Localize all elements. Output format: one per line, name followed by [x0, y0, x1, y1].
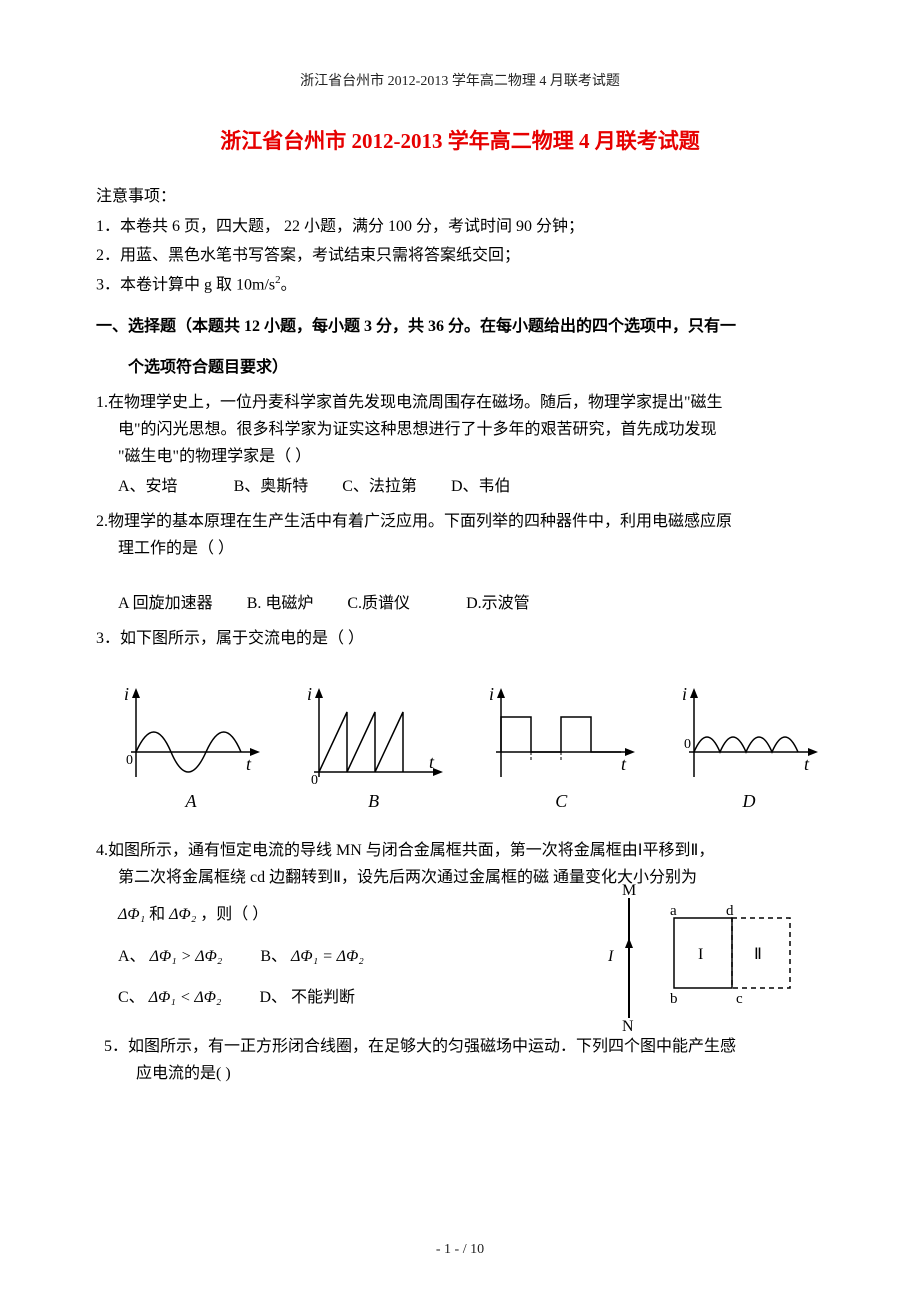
q4: 4.如图所示，通有恒定电流的导线 MN 与闭合金属框共面，第一次将金属框由Ⅰ平移… — [96, 837, 824, 1011]
notice-3: 3．本卷计算中 g 取 10m/s2。 — [96, 271, 824, 299]
q4-opt-c: ΔΦ₁ < ΔΦ₂ — [149, 989, 222, 1006]
body: 注意事项： 1．本卷共 6 页，四大题， 22 小题，满分 100 分，考试时间… — [96, 183, 824, 1087]
q1-opt-c: C、法拉第 — [342, 478, 417, 495]
svg-text:i: i — [307, 684, 312, 704]
q1-line2: 电"的闪光思想。很多科学家为证实这种思想进行了十多年的艰苦研究，首先成功发现 — [96, 416, 824, 443]
q5: 5．如图所示，有一正方形闭合线圈，在足够大的匀强磁场中运动．下列四个图中能产生感… — [96, 1033, 824, 1087]
q4-opts-cd: C、 ΔΦ₁ < ΔΦ₂ D、 不能判断 — [96, 984, 546, 1011]
q4-end: ，则（ ） — [200, 906, 268, 923]
footer-page-now: - 1 - — [436, 1242, 459, 1257]
svg-text:t: t — [621, 754, 627, 774]
fig-d-label: D — [674, 786, 824, 817]
q4-and: 和 — [149, 906, 165, 923]
notice-3a: 3．本卷计算中 g 取 10m/s — [96, 276, 275, 293]
q4-line3: ΔΦ₁ 和 ΔΦ₂ ，则（ ） — [96, 901, 546, 928]
q4-d-lbl: d — [726, 903, 734, 919]
q2-opt-b: B. 电磁炉 — [247, 595, 314, 612]
q4-b-lbl: b — [670, 991, 678, 1007]
q4-a-pre: A、 — [118, 948, 146, 965]
q1-line1: 1.在物理学史上，一位丹麦科学家首先发现电流周围存在磁场。随后，物理学家提出"磁… — [96, 389, 824, 416]
q4-N: N — [622, 1018, 634, 1033]
q1-opt-d: D、韦伯 — [451, 478, 511, 495]
notice-1: 1．本卷共 6 页，四大题， 22 小题，满分 100 分，考试时间 90 分钟… — [96, 213, 824, 240]
section1-b: 个选项符合题目要求） — [96, 354, 824, 381]
svg-text:i: i — [124, 684, 129, 704]
q4-opt-b: ΔΦ₁ = ΔΦ₂ — [291, 948, 364, 965]
fig-a: i t 0 A — [116, 682, 266, 817]
svg-text:i: i — [489, 684, 494, 704]
svg-text:t: t — [246, 754, 252, 774]
fig-b-svg: i t 0 — [299, 682, 449, 792]
svg-text:t: t — [804, 754, 810, 774]
page-header: 浙江省台州市 2012-2013 学年高二物理 4 月联考试题 — [96, 70, 824, 94]
fig-b: i t 0 B — [299, 682, 449, 817]
svg-text:i: i — [682, 684, 687, 704]
q1-opt-b: B、奥斯特 — [234, 478, 309, 495]
q4-d-pre: D、 — [259, 989, 287, 1006]
q3-line: 3．如下图所示，属于交流电的是（ ） — [96, 625, 824, 652]
q4-roman-I: I — [698, 946, 703, 963]
q4-dphi1: ΔΦ₁ — [118, 906, 145, 923]
q4-diagram: M N I I a b d c Ⅱ — [594, 883, 814, 1033]
q4-roman-II: Ⅱ — [754, 946, 762, 963]
q1-opts: A、安培 B、奥斯特 C、法拉第 D、韦伯 — [96, 473, 824, 500]
q4-dphi2: ΔΦ₂ — [169, 906, 196, 923]
q2: 2.物理学的基本原理在生产生活中有着广泛应用。下面列举的四种器件中，利用电磁感应… — [96, 508, 824, 618]
fig-c: i t C — [481, 682, 641, 817]
q3-figures: i t 0 A i t 0 B — [96, 682, 824, 817]
q1: 1.在物理学史上，一位丹麦科学家首先发现电流周围存在磁场。随后，物理学家提出"磁… — [96, 389, 824, 500]
q3: 3．如下图所示，属于交流电的是（ ） — [96, 625, 824, 652]
fig-a-svg: i t 0 — [116, 682, 266, 792]
q2-line1: 2.物理学的基本原理在生产生活中有着广泛应用。下面列举的四种器件中，利用电磁感应… — [96, 508, 824, 535]
svg-text:0: 0 — [684, 737, 691, 752]
q2-opts: A 回旋加速器 B. 电磁炉 C.质谱仪 D.示波管 — [96, 590, 824, 617]
q5-line2: 应电流的是( ) — [96, 1060, 824, 1087]
q2-line2: 理工作的是（ ） — [96, 535, 824, 562]
q1-line3: "磁生电"的物理学家是（ ） — [96, 443, 824, 470]
svg-text:0: 0 — [311, 773, 318, 788]
q2-opt-a: A 回旋加速器 — [118, 595, 213, 612]
q4-c-lbl: c — [736, 991, 743, 1007]
fig-d-svg: i t 0 — [674, 682, 824, 792]
footer-page-total: / 10 — [459, 1242, 484, 1257]
section1-a: 一、选择题（本题共 12 小题，每小题 3 分，共 36 分。在每小题给出的四个… — [96, 313, 824, 340]
notice-3b: 。 — [281, 276, 297, 293]
notice-2: 2．用蓝、黑色水笔书写答案，考试结束只需将答案纸交回； — [96, 242, 824, 269]
q1-opt-a: A、安培 — [118, 478, 178, 495]
fig-c-svg: i t — [481, 682, 641, 792]
notice-head: 注意事项： — [96, 183, 824, 210]
svg-text:0: 0 — [126, 753, 133, 768]
q4-opt-d: 不能判断 — [291, 989, 355, 1006]
fig-b-label: B — [299, 786, 449, 817]
q4-M: M — [622, 883, 636, 899]
fig-a-label: A — [116, 786, 266, 817]
page-footer: - 1 - / 10 — [0, 1238, 920, 1262]
q4-c-pre: C、 — [118, 989, 145, 1006]
q2-opt-c: C.质谱仪 — [347, 595, 410, 612]
fig-d: i t 0 D — [674, 682, 824, 817]
q4-diagram-svg: M N I I a b d c Ⅱ — [594, 883, 814, 1033]
q4-Iarr: I — [607, 948, 614, 965]
fig-c-label: C — [481, 786, 641, 817]
q5-line1: 5．如图所示，有一正方形闭合线圈，在足够大的匀强磁场中运动．下列四个图中能产生感 — [96, 1033, 824, 1060]
exam-title: 浙江省台州市 2012-2013 学年高二物理 4 月联考试题 — [96, 124, 824, 160]
q4-line1: 4.如图所示，通有恒定电流的导线 MN 与闭合金属框共面，第一次将金属框由Ⅰ平移… — [96, 837, 824, 864]
q4-b-pre: B、 — [260, 948, 287, 965]
q4-a-lbl: a — [670, 903, 677, 919]
q4-opts-ab: A、 ΔΦ₁ > ΔΦ₂ B、 ΔΦ₁ = ΔΦ₂ — [96, 943, 546, 970]
q2-opt-d: D.示波管 — [466, 595, 530, 612]
q4-opt-a: ΔΦ₁ > ΔΦ₂ — [150, 948, 223, 965]
